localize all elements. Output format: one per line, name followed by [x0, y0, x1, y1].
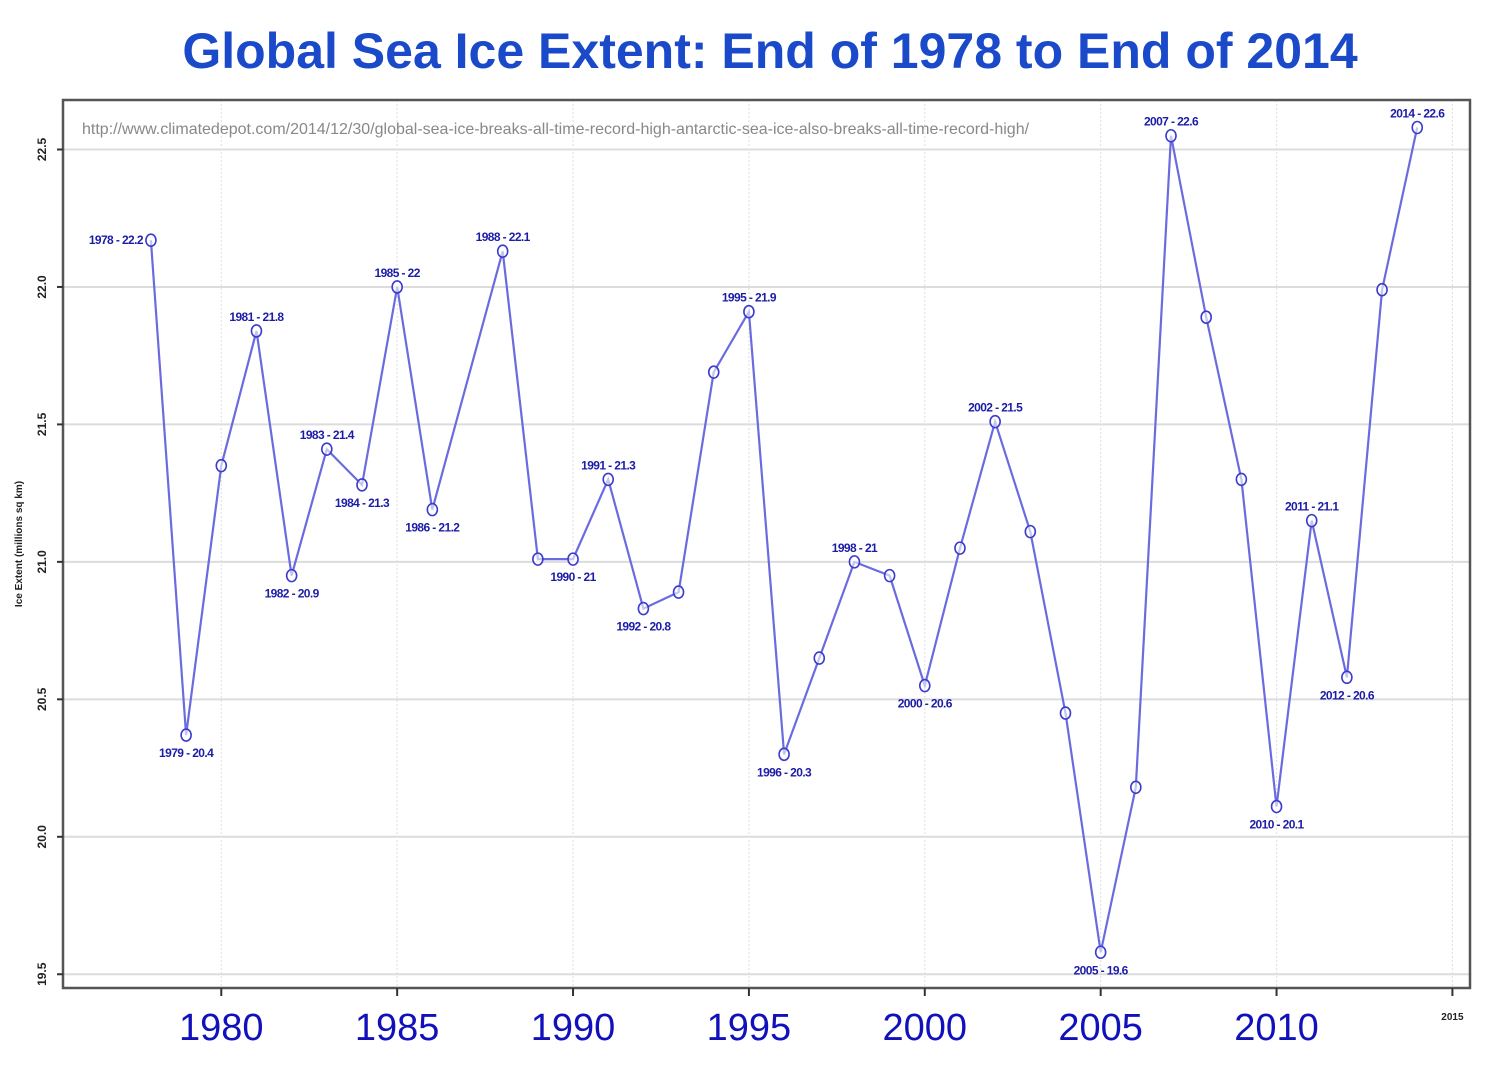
data-point: [848, 555, 861, 569]
data-point-label: 1979 - 20.4: [159, 746, 214, 760]
data-point: [1094, 945, 1107, 960]
x-tick-label: 1995: [707, 1007, 792, 1049]
data-point: [356, 478, 368, 492]
data-point: [180, 728, 192, 742]
x-tick-label: 2015: [1441, 1012, 1464, 1023]
data-point-label: 1996 - 20.3: [757, 765, 812, 779]
data-point-label: 2002 - 21.5: [968, 401, 1023, 415]
y-tick-label: 21.5: [35, 412, 49, 436]
data-point: [813, 651, 826, 665]
data-point: [672, 585, 685, 599]
y-tick-label: 19.5: [35, 962, 49, 986]
data-point: [883, 568, 896, 583]
chart-title: Global Sea Ice Extent: End of 1978 to En…: [182, 23, 1358, 79]
data-point: [778, 747, 790, 762]
data-point: [743, 304, 755, 319]
data-point: [1059, 706, 1072, 720]
y-axis: 19.5 20.0 20.5 21.0 21.5 22.0 22.5: [35, 137, 63, 986]
y-tick-label: 22.0: [35, 275, 49, 299]
source-url: http://www.climatedepot.com/2014/12/30/g…: [82, 121, 1030, 138]
data-point: [1235, 472, 1248, 487]
x-tick-label: 1980: [179, 1007, 264, 1049]
data-point-label: 2005 - 19.6: [1074, 963, 1129, 977]
series-line: [149, 127, 1419, 953]
data-point: [954, 541, 966, 555]
x-tick-label: 2000: [883, 1007, 968, 1049]
x-tick-label: 1990: [531, 1007, 616, 1049]
data-point-label: 1978 - 22.2: [89, 233, 144, 247]
data-point: [1130, 780, 1142, 795]
data-point: [145, 233, 157, 248]
data-point-label: 1984 - 21.3: [335, 496, 390, 510]
data-point: [1165, 128, 1177, 143]
data-point-label: 1986 - 21.2: [405, 521, 460, 535]
series-layer: 1978 - 22.2 1979 - 20.4 1981 - 21.8 1982 - …: [89, 106, 1446, 977]
data-point-label: 1995 - 21.9: [722, 291, 777, 305]
data-point-label: 1983 - 21.4: [300, 428, 355, 442]
plot-frame: [61, 98, 1472, 990]
data-point-label: 2012 - 20.6: [1320, 688, 1375, 702]
grid-layer: [63, 100, 1470, 988]
data-point: [426, 502, 439, 517]
data-point: [321, 442, 333, 456]
y-tick-label: 20.5: [35, 687, 49, 711]
x-tick-label: 2010: [1234, 1007, 1319, 1049]
data-point: [1411, 120, 1424, 135]
data-point-label: 1998 - 21: [832, 541, 878, 555]
data-point: [496, 244, 509, 259]
data-point: [1200, 310, 1212, 324]
data-point-label: 2014 - 22.6: [1390, 106, 1445, 120]
data-point: [989, 414, 1001, 429]
data-point-label: 1985 - 22: [375, 266, 421, 280]
data-point: [1341, 670, 1353, 685]
data-point-label: 2007 - 22.6: [1144, 115, 1199, 129]
data-point-label: 1992 - 20.8: [616, 620, 671, 634]
x-axis: 1980 1985 1990 1995 2000 2005 2010 2015: [179, 988, 1464, 1049]
data-point: [1270, 799, 1283, 814]
y-tick-label: 20.0: [35, 825, 49, 849]
data-point: [637, 601, 650, 616]
data-point-label: 2010 - 20.1: [1249, 818, 1304, 832]
data-point-label: 1990 - 21: [550, 570, 596, 584]
data-point: [918, 678, 931, 693]
data-point: [707, 365, 720, 379]
data-point: [532, 552, 544, 566]
data-point: [1024, 524, 1037, 539]
data-point: [602, 472, 615, 487]
x-tick-label: 2005: [1058, 1007, 1143, 1049]
data-point: [215, 458, 228, 473]
data-point: [391, 280, 403, 294]
y-axis-label: Ice Extent (millions sq km): [14, 481, 25, 607]
y-tick-label: 21.0: [35, 550, 49, 574]
data-point: [1376, 282, 1388, 297]
data-point-label: 1991 - 21.3: [581, 458, 636, 472]
data-point-label: 1988 - 22.1: [476, 230, 531, 244]
y-tick-label: 22.5: [35, 137, 49, 161]
data-point: [1305, 513, 1318, 528]
data-point: [250, 324, 263, 338]
x-tick-label: 1985: [355, 1007, 440, 1049]
data-point: [285, 568, 298, 583]
data-point-label: 1981 - 21.8: [229, 310, 284, 324]
data-point-label: 2011 - 21.1: [1285, 500, 1339, 514]
data-point-label: 1982 - 20.9: [265, 587, 320, 601]
data-point: [567, 552, 579, 566]
data-point-label: 2000 - 20.6: [898, 697, 953, 711]
